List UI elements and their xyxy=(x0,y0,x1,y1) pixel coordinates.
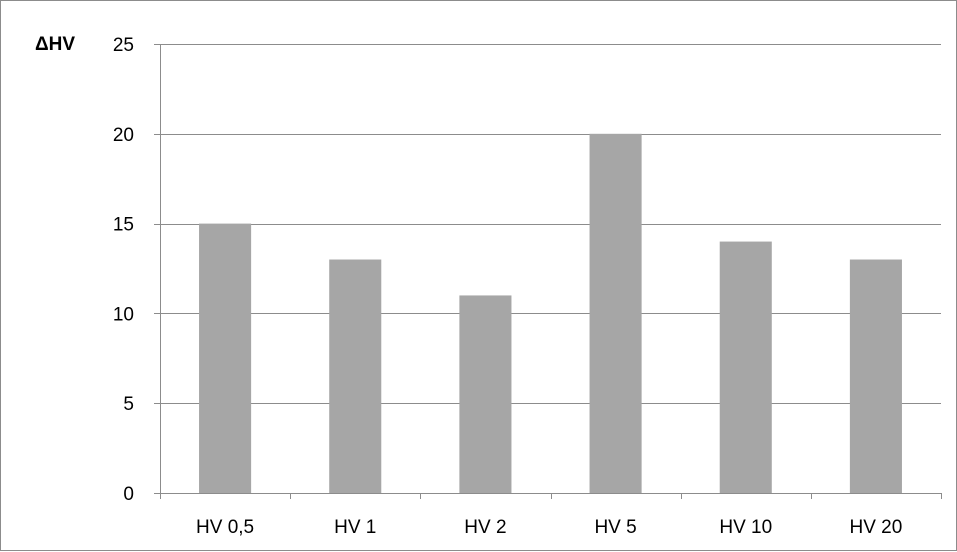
x-tick-label: HV 10 xyxy=(719,517,772,538)
axes xyxy=(154,44,942,499)
y-tick-label: 15 xyxy=(113,215,134,236)
x-tick-label: HV 5 xyxy=(594,517,636,538)
x-tick-label: HV 20 xyxy=(850,517,903,538)
y-tick-labels: 0 5 10 15 20 25 xyxy=(113,35,134,505)
y-tick-label: 5 xyxy=(123,394,134,415)
x-tick-labels: HV 0,5 HV 1 HV 2 HV 5 HV 10 HV 20 xyxy=(196,517,902,538)
y-axis-title: ΔHV xyxy=(35,34,75,55)
bar xyxy=(719,241,772,493)
bar xyxy=(589,133,642,494)
bar xyxy=(199,223,252,493)
y-tick-label: 0 xyxy=(123,484,134,505)
bars xyxy=(199,133,902,494)
x-tick-label: HV 0,5 xyxy=(196,517,254,538)
x-tick-label: HV 2 xyxy=(464,517,506,538)
bar xyxy=(329,259,382,493)
bar xyxy=(849,259,902,493)
y-tick-label: 10 xyxy=(113,304,134,325)
bar xyxy=(459,295,512,493)
gridlines xyxy=(160,44,941,404)
y-tick-label: 20 xyxy=(113,125,134,146)
y-tick-label: 25 xyxy=(113,35,134,56)
x-tick-label: HV 1 xyxy=(334,517,376,538)
